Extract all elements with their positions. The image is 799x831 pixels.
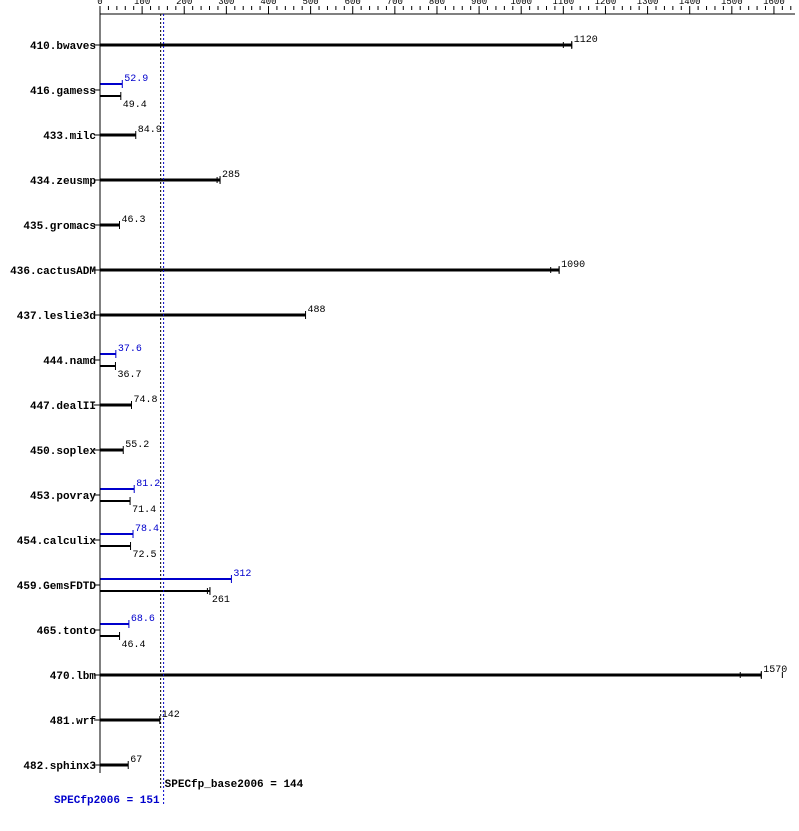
axis-tick-label: 100 <box>134 0 150 7</box>
benchmark-label: 434.zeusmp <box>30 176 96 188</box>
benchmark-label: 454.calculix <box>17 536 97 548</box>
benchmark-row: 482.sphinx3 67 <box>23 755 142 773</box>
benchmark-row: 450.soplex 55.2 <box>30 440 149 458</box>
benchmark-row: 416.gamess 52.9 49.4 <box>30 74 148 111</box>
summary-peak-label: SPECfp2006 = 151 <box>54 795 160 807</box>
base-value: 46.3 <box>122 215 146 226</box>
base-value: 72.5 <box>133 550 157 561</box>
base-value: 1120 <box>574 35 598 46</box>
benchmark-label: 444.namd <box>43 356 96 368</box>
benchmark-label: 433.milc <box>43 131 96 143</box>
axis-tick-label: 700 <box>387 0 403 7</box>
peak-value: 68.6 <box>131 614 155 625</box>
benchmark-row: 444.namd 37.6 36.7 <box>43 344 142 381</box>
axis-tick-label: 1300 <box>637 0 659 7</box>
base-value: 142 <box>162 710 180 721</box>
axis-tick-label: 1400 <box>679 0 701 7</box>
base-value: 36.7 <box>117 370 141 381</box>
benchmark-label: 470.lbm <box>50 671 97 683</box>
base-value: 488 <box>308 305 326 316</box>
axis-tick-label: 300 <box>218 0 234 7</box>
axis-tick-label: 0 <box>97 0 102 7</box>
base-value: 84.9 <box>138 125 162 136</box>
benchmark-row: 436.cactusADM 1090 <box>10 260 585 278</box>
benchmark-row: 459.GemsFDTD 312 261 <box>17 569 252 606</box>
axis-tick-label: 600 <box>345 0 361 7</box>
axis-tick-label: 1600 <box>763 0 785 7</box>
summary-base-label: SPECfp_base2006 = 144 <box>165 779 304 791</box>
base-value: 49.4 <box>123 100 147 111</box>
specfp-chart: 0 100 200 300 400 500 600 700 800 900 1000 1100 1200… <box>0 0 799 831</box>
base-value: 46.4 <box>122 640 146 651</box>
axis-tick-label: 500 <box>303 0 319 7</box>
peak-value: 78.4 <box>135 524 159 535</box>
benchmark-row: 437.leslie3d 488 <box>17 305 326 323</box>
peak-value: 312 <box>233 569 251 580</box>
benchmark-label: 482.sphinx3 <box>23 761 96 773</box>
benchmark-row: 434.zeusmp 285 <box>30 170 240 188</box>
base-value: 67 <box>130 755 142 766</box>
base-value: 285 <box>222 170 240 181</box>
base-value: 71.4 <box>132 505 156 516</box>
benchmark-label: 450.soplex <box>30 446 96 458</box>
benchmark-label: 435.gromacs <box>23 221 96 233</box>
axis-tick-label: 1200 <box>595 0 617 7</box>
peak-value: 81.2 <box>136 479 160 490</box>
benchmark-row: 447.dealII 74.8 <box>30 395 158 413</box>
axis-tick-label: 900 <box>471 0 487 7</box>
axis-tick-label: 800 <box>429 0 445 7</box>
benchmark-row: 410.bwaves 1120 <box>30 35 598 53</box>
benchmark-label: 459.GemsFDTD <box>17 581 97 593</box>
x-axis: 0 100 200 300 400 500 600 700 800 900 1000 1100 1200… <box>97 0 795 14</box>
benchmark-row: 465.tonto 68.6 46.4 <box>37 614 155 651</box>
peak-value: 52.9 <box>124 74 148 85</box>
base-value: 1570 <box>763 665 787 676</box>
base-value: 55.2 <box>125 440 149 451</box>
benchmark-row: 433.milc 84.9 <box>43 125 162 143</box>
axis-tick-label: 1000 <box>510 0 532 7</box>
benchmark-row: 435.gromacs 46.3 <box>23 215 145 233</box>
axis-tick-label: 1100 <box>553 0 575 7</box>
benchmark-label: 447.dealII <box>30 401 96 413</box>
benchmark-label: 436.cactusADM <box>10 266 96 278</box>
base-value: 1090 <box>561 260 585 271</box>
benchmark-row: 454.calculix 78.4 72.5 <box>17 524 159 561</box>
axis-tick-label: 200 <box>176 0 192 7</box>
benchmark-label: 416.gamess <box>30 86 96 98</box>
benchmark-label: 437.leslie3d <box>17 311 96 323</box>
benchmark-row: 453.povray 81.2 71.4 <box>30 479 160 516</box>
axis-tick-label: 1500 <box>721 0 743 7</box>
benchmark-label: 481.wrf <box>50 716 97 728</box>
axis-tick-label: 400 <box>260 0 276 7</box>
benchmark-label: 465.tonto <box>37 626 97 638</box>
benchmark-label: 453.povray <box>30 491 96 503</box>
base-value: 261 <box>212 595 230 606</box>
benchmark-label: 410.bwaves <box>30 41 96 53</box>
peak-value: 37.6 <box>118 344 142 355</box>
base-value: 74.8 <box>134 395 158 406</box>
